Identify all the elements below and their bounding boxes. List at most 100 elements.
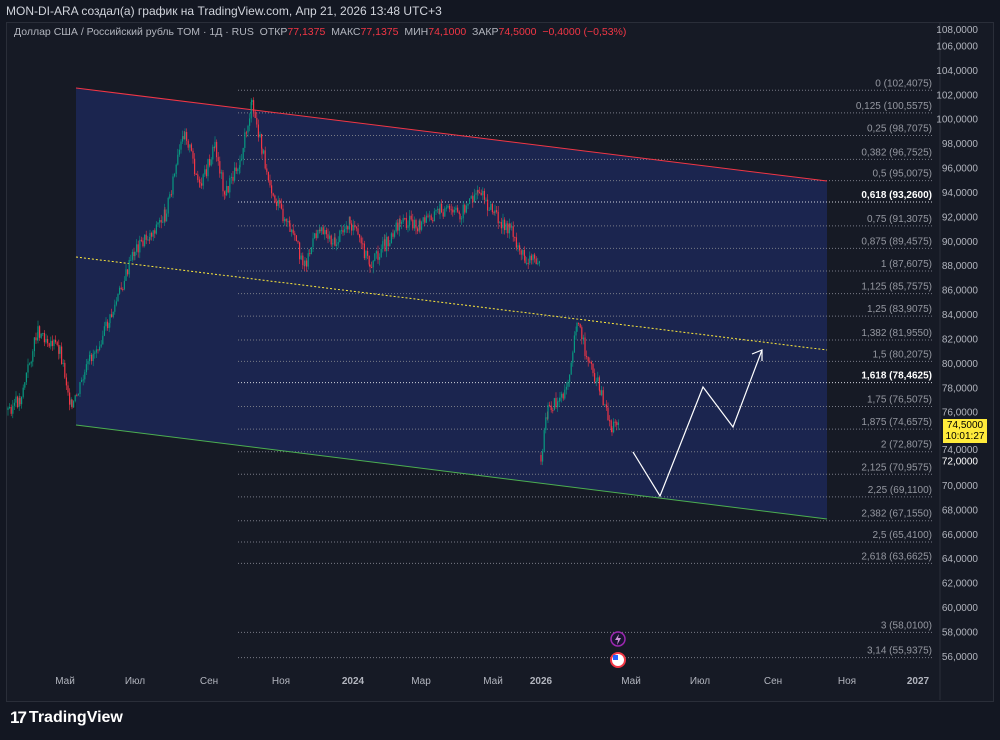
price-axis-label: 78,0000: [942, 383, 979, 394]
candle-body: [51, 340, 53, 346]
candle-body: [300, 255, 302, 260]
candle-body: [81, 379, 83, 383]
channel-bottom-line: [75, 424, 828, 520]
candle-body: [555, 398, 557, 408]
logo-text: TradingView: [28, 709, 123, 726]
chart-author-header: MON-DI-ARA создал(а) график на TradingVi…: [0, 0, 1000, 22]
candle-body: [422, 217, 424, 222]
candle-body: [192, 150, 194, 159]
candle-body: [56, 342, 58, 345]
candle-body: [199, 182, 201, 184]
candle-body: [439, 203, 441, 214]
candle-body: [154, 230, 156, 234]
candle-body: [182, 136, 184, 142]
candle-body: [532, 254, 534, 261]
price-axis-label: 64,0000: [942, 554, 979, 565]
candle-body: [125, 269, 127, 281]
candle-body: [22, 387, 24, 397]
candle-body: [58, 344, 60, 354]
current-price: 74,5000: [946, 420, 984, 431]
candle-body: [128, 259, 130, 275]
candle-body: [227, 185, 229, 193]
candle-body: [315, 233, 317, 238]
candle-body: [32, 351, 34, 362]
fib-level-label: 2,618 (63,6625): [861, 551, 932, 562]
candle-body: [404, 218, 406, 220]
candle-body: [95, 349, 97, 353]
candle-body: [94, 352, 96, 354]
candle-body: [175, 164, 177, 174]
candle-body: [334, 237, 336, 246]
candle-body: [598, 377, 600, 391]
candle-body: [587, 356, 589, 362]
candle-body: [569, 374, 571, 383]
candle-body: [144, 234, 146, 247]
time-axis-label: Май: [483, 676, 503, 687]
candle-body: [70, 399, 72, 405]
price-axis-label: 90,0000: [942, 237, 979, 248]
candle-body: [47, 339, 49, 344]
price-axis-label: 80,0000: [942, 359, 979, 370]
candle-body: [130, 259, 132, 261]
candle-body: [148, 239, 150, 241]
price-axis-label: 74,0000: [942, 445, 979, 456]
candle-body: [25, 372, 27, 383]
candle-body: [244, 132, 246, 148]
symbol-name[interactable]: Доллар США / Российский рубль TOM · 1Д ·…: [14, 26, 254, 38]
candle-body: [402, 218, 404, 222]
price-axis-label: 94,0000: [942, 188, 979, 199]
candle-body: [151, 232, 153, 237]
candle-body: [59, 346, 61, 354]
candle-body: [349, 216, 351, 224]
candle-body: [232, 176, 234, 181]
candle-body: [605, 404, 607, 408]
candle-body: [62, 362, 64, 364]
candle-body: [170, 194, 172, 196]
candle-body: [559, 397, 561, 401]
price-axis-label: 68,0000: [942, 505, 979, 516]
candle-body: [514, 236, 516, 238]
candle-body: [592, 363, 594, 374]
candle-body: [549, 404, 551, 406]
time-axis-label: Мар: [411, 676, 431, 687]
candle-body: [167, 197, 169, 214]
candle-body: [487, 199, 489, 211]
candle-body: [347, 226, 349, 230]
candle-body: [74, 395, 76, 402]
candle-body: [477, 189, 479, 193]
tv-logo-icon: 17: [10, 708, 27, 727]
candle-body: [189, 144, 191, 148]
candle-body: [604, 404, 606, 406]
candle-body: [85, 364, 87, 373]
candle-body: [432, 219, 434, 222]
candle-body: [540, 455, 542, 462]
candle-body: [239, 160, 241, 168]
candle-body: [112, 311, 114, 317]
tradingview-logo[interactable]: 17 TradingView: [10, 708, 123, 728]
candle-body: [109, 314, 111, 324]
candle-body: [534, 254, 536, 259]
candle-body: [302, 255, 304, 266]
candle-body: [249, 118, 251, 126]
candle-body: [340, 230, 342, 232]
candle-body: [37, 326, 39, 338]
candle-body: [410, 215, 412, 220]
candle-body: [368, 255, 370, 265]
candle-body: [317, 230, 319, 238]
price-axis-label: 66,0000: [942, 530, 979, 541]
candle-body: [462, 204, 464, 219]
candle-body: [524, 256, 526, 263]
us-flag-canton: [613, 655, 618, 660]
fib-level-label: 0 (102,4075): [875, 78, 932, 89]
candle-body: [505, 223, 507, 231]
candle-body: [475, 193, 477, 195]
candle-body: [253, 100, 255, 112]
candle-body: [164, 209, 166, 222]
candle-body: [155, 224, 157, 234]
candle-body: [526, 262, 528, 264]
channel-fill: [76, 88, 827, 519]
candle-body: [309, 253, 311, 255]
candle-body: [507, 223, 509, 234]
candle-body: [269, 180, 271, 186]
